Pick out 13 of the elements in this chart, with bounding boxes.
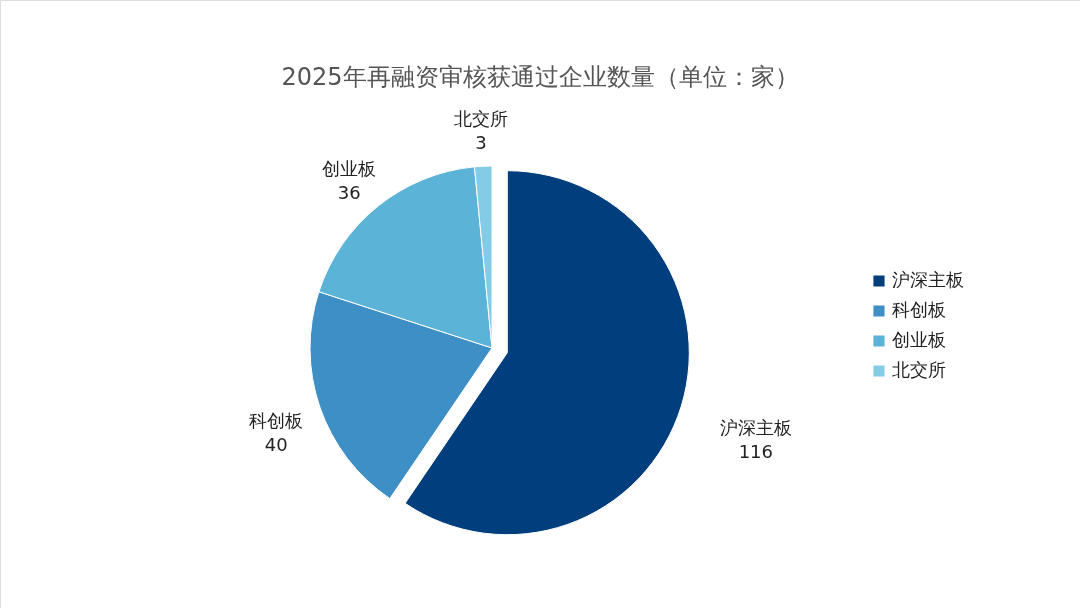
slice-label: 沪深主板 <box>719 417 792 439</box>
data-label: 40 <box>264 433 288 455</box>
data-label: 3 <box>475 132 487 154</box>
slice-label: 北交所 <box>453 108 508 130</box>
slice-label: 创业板 <box>322 158 377 180</box>
legend-label: 创业板 <box>892 329 946 350</box>
data-label: 116 <box>738 441 774 463</box>
chart-title: 2025年再融资审核获通过企业数量（单位：家） <box>281 63 799 91</box>
legend-label: 北交所 <box>892 359 946 380</box>
legend-label: 科创板 <box>892 299 946 320</box>
data-label: 36 <box>337 182 361 204</box>
slice-label: 科创板 <box>249 409 304 431</box>
legend-label: 沪深主板 <box>892 269 964 290</box>
